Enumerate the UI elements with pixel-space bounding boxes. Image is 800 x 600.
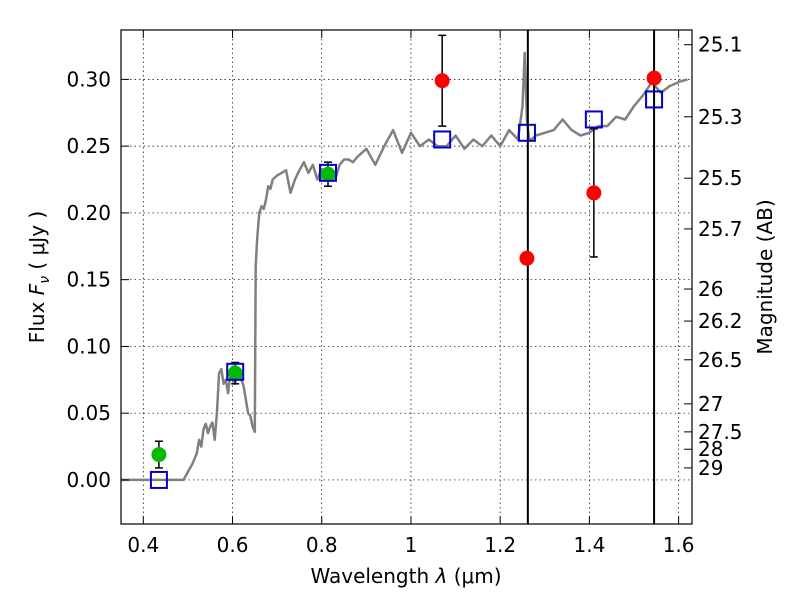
model-photometry-square	[226, 362, 245, 381]
model-photometry-square	[584, 110, 603, 129]
y2-tick-label: 25.5	[698, 166, 743, 190]
model-photometry-square	[645, 90, 664, 109]
model-photometry-square	[149, 470, 168, 489]
y-axis-title: Flux Fν ( μJy )	[25, 211, 53, 343]
y2-tick-label: 27.5	[698, 420, 743, 444]
model-spectrum-line	[121, 51, 688, 482]
x-tick-label: 0.8	[306, 533, 338, 557]
x-tick-label: 1.6	[663, 533, 695, 557]
x-axis-title: Wavelength λ (μm)	[310, 564, 501, 588]
y2-tick-label: 26	[698, 277, 723, 301]
nondetection-point	[586, 185, 602, 201]
y-tick-label: 0.15	[66, 268, 111, 292]
y2-tick-label: 26.2	[698, 309, 743, 333]
y-tick-label: 0.25	[66, 134, 111, 158]
x-tick-label: 0.6	[217, 533, 249, 557]
tick-labels: 0.4 0.6 0.8 1 1.2 1.4 1.6 0.00 0.05 0.10 0.15 0.20 0…	[66, 33, 742, 557]
y2-tick-label: 27	[698, 392, 723, 416]
nondetection-point	[646, 70, 662, 86]
y2-tick-label: 28	[698, 437, 723, 461]
y2-tick-label: 25.3	[698, 105, 743, 129]
nondetection-point	[434, 73, 450, 89]
y-tick-label: 0.00	[66, 468, 111, 492]
y2-axis-title: Magnitude (AB)	[753, 199, 777, 354]
model-photometry-square	[517, 123, 536, 142]
x-tick-label: 0.4	[127, 533, 159, 557]
detection-point	[320, 166, 336, 182]
plot-frame	[120, 29, 693, 525]
grid	[121, 30, 692, 524]
y-tick-label: 0.20	[66, 201, 111, 225]
x-tick-label: 1.2	[484, 533, 516, 557]
detection-point	[151, 447, 167, 463]
model-photometry-square	[318, 163, 337, 182]
model-photometry-square	[433, 130, 452, 149]
y2-tick-label: 29	[698, 456, 723, 480]
y-tick-label: 0.30	[66, 67, 111, 91]
detection-point	[227, 365, 243, 381]
series-layer	[121, 30, 688, 524]
y-tick-label: 0.10	[66, 334, 111, 358]
x-tick-label: 1	[405, 533, 418, 557]
ticks	[121, 30, 692, 524]
y2-tick-label: 26.5	[698, 348, 743, 372]
x-tick-label: 1.4	[573, 533, 605, 557]
nondetection-point	[519, 250, 535, 266]
y-tick-label: 0.05	[66, 401, 111, 425]
y2-tick-label: 25.7	[698, 217, 743, 241]
y2-tick-label: 25.1	[698, 33, 743, 57]
